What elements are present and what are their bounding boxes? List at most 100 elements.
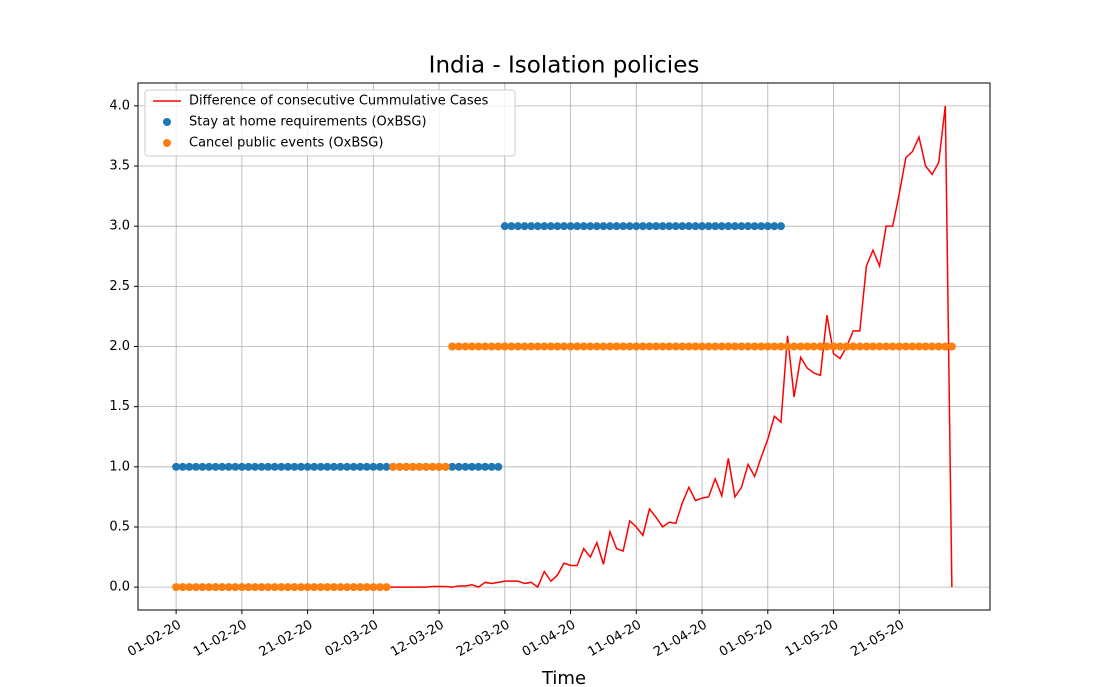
marker [513,222,522,231]
marker [901,342,910,351]
marker [237,462,246,471]
marker [691,342,700,351]
marker [671,222,680,231]
marker [527,222,536,231]
marker [487,462,496,471]
marker [691,222,700,231]
marker [533,222,542,231]
marker [336,462,345,471]
marker [323,583,332,592]
marker [382,462,391,471]
marker [428,462,437,471]
chart-title: India - Isolation policies [429,53,700,79]
marker [822,342,831,351]
marker [612,222,621,231]
marker [579,222,588,231]
marker [586,342,595,351]
marker [198,583,207,592]
marker [612,342,621,351]
marker [908,342,917,351]
marker [290,583,299,592]
marker [244,583,253,592]
x-tick-label: 01-04-20 [520,618,579,660]
plot-frame [137,82,991,611]
marker [750,222,759,231]
marker [724,222,733,231]
x-tick-label: 01-05-20 [717,618,776,660]
marker [750,342,759,351]
y-tick-label: 1.5 [109,399,130,414]
marker [776,342,785,351]
marker [467,462,476,471]
marker [947,342,956,351]
marker [277,583,286,592]
marker [191,583,200,592]
marker [704,222,713,231]
marker [658,342,667,351]
marker [757,342,766,351]
marker [500,222,509,231]
marker [665,222,674,231]
marker [816,342,825,351]
marker [191,462,200,471]
marker [343,583,352,592]
marker [362,462,371,471]
marker [264,583,273,592]
marker [842,342,851,351]
marker [717,342,726,351]
marker [316,583,325,592]
marker [356,462,365,471]
marker [251,583,260,592]
marker [868,342,877,351]
marker [665,342,674,351]
marker [270,462,279,471]
marker [645,222,654,231]
marker [270,583,279,592]
marker [461,462,470,471]
marker [560,222,568,231]
marker [560,342,568,351]
marker [244,462,253,471]
marker [231,583,240,592]
marker [375,462,384,471]
marker [224,583,233,592]
marker [606,342,615,351]
marker [297,583,306,592]
marker [481,462,490,471]
y-tick-label: 2.0 [109,339,130,354]
legend-label: Cancel public events (OxBSG) [189,136,383,151]
marker [619,342,628,351]
y-tick-label: 3.0 [109,219,130,234]
x-tick-label: 01-02-20 [125,618,184,660]
marker [776,222,785,231]
y-tick-label: 1.0 [109,459,130,474]
marker [375,583,384,592]
marker [915,342,923,351]
marker [520,342,529,351]
marker [882,342,891,351]
marker [566,222,575,231]
marker [717,222,726,231]
marker [704,342,713,351]
marker [770,342,779,351]
marker [435,462,444,471]
marker [343,462,352,471]
legend-marker [163,118,171,126]
marker [218,583,227,592]
marker [698,342,707,351]
marker [303,583,312,592]
marker [172,462,181,471]
marker [494,342,503,351]
marker [941,342,950,351]
x-tick-label: 11-02-20 [191,618,250,660]
x-tick-label: 21-04-20 [651,618,710,660]
marker [329,583,338,592]
marker [921,342,930,351]
marker [257,583,266,592]
marker [290,462,299,471]
marker [454,342,463,351]
marker [310,462,319,471]
marker [573,342,582,351]
marker [632,342,641,351]
